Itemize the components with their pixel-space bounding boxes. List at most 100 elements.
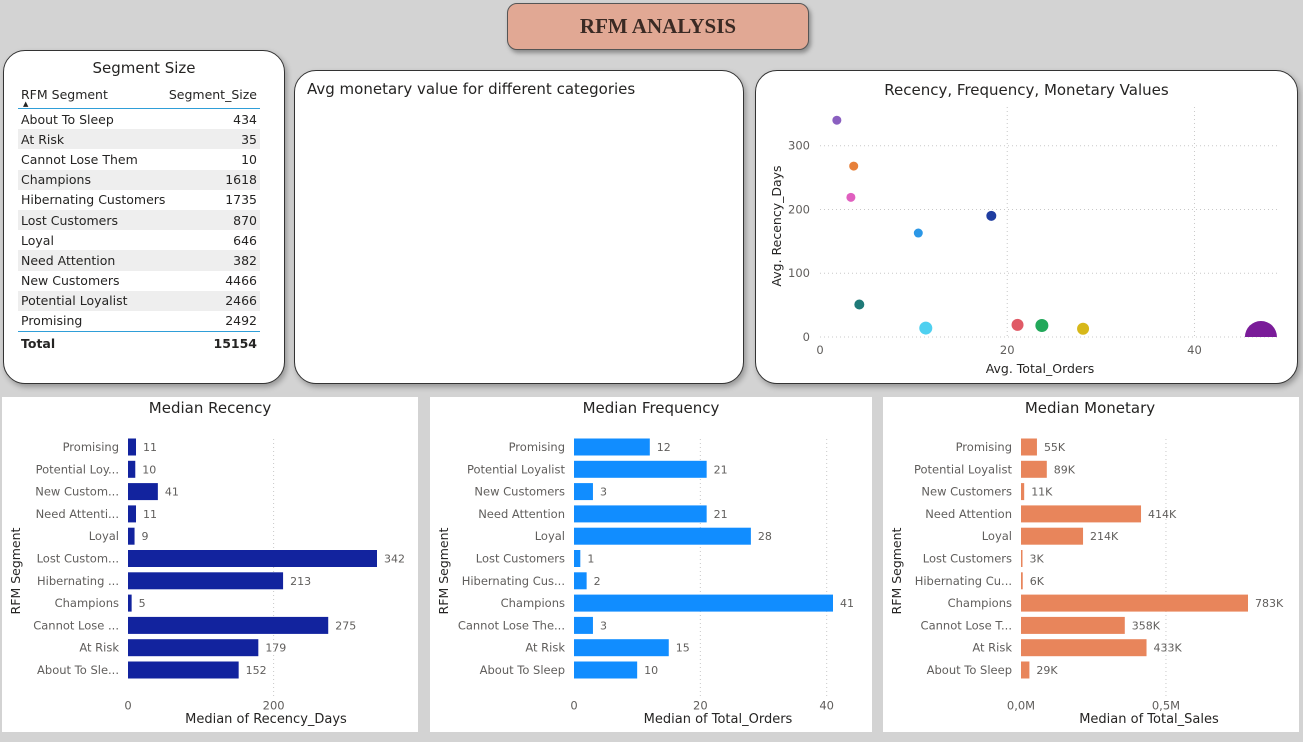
bar xyxy=(1021,527,1084,545)
scatter-point xyxy=(919,321,933,335)
scatter-chart: Recency, Frequency, Monetary Values 0 100 2… xyxy=(769,81,1280,376)
data-label: 15 xyxy=(676,642,690,655)
category-label: Loyal xyxy=(982,529,1012,543)
bar xyxy=(128,438,137,456)
category-label: At Risk xyxy=(79,641,119,655)
bar xyxy=(128,460,136,478)
scatter-point xyxy=(846,192,856,202)
bar xyxy=(1021,616,1125,634)
chart-title: Median Frequency xyxy=(583,399,720,417)
table-row[interactable]: At Risk 35 xyxy=(18,129,260,150)
scatter-point xyxy=(832,115,842,125)
category-label: Loyal xyxy=(89,529,119,543)
data-label: 10 xyxy=(644,664,658,677)
category-label: Potential Loyalist xyxy=(914,462,1013,476)
category-label: Hibernating Cu... xyxy=(915,574,1012,588)
table-row[interactable]: Lost Customers 870 xyxy=(18,209,260,231)
y-tick-label: 300 xyxy=(788,139,810,153)
bar xyxy=(574,460,707,478)
category-label: Hibernating ... xyxy=(37,574,119,588)
bar xyxy=(1021,505,1142,523)
bar xyxy=(574,594,833,612)
segment-size-cell: 1735 xyxy=(225,192,257,208)
bar xyxy=(1021,639,1147,657)
table-row[interactable]: Potential Loyalist 2466 xyxy=(18,290,260,311)
data-label: 342 xyxy=(384,553,405,566)
data-label: 6K xyxy=(1030,575,1045,588)
scatter-card: Recency, Frequency, Monetary Values 0 100 2… xyxy=(755,70,1298,384)
x-tick-label: 0,5M xyxy=(1152,698,1180,712)
bar xyxy=(1021,661,1030,679)
data-label: 12 xyxy=(657,441,671,454)
segment-name-cell: About To Sleep xyxy=(21,111,114,127)
recency-bar-chart: Median Recency Promising 11 Potential Loy..… xyxy=(8,399,405,727)
table-row[interactable]: Champions 1618 xyxy=(18,169,260,190)
bar xyxy=(128,505,137,523)
bar xyxy=(128,661,239,679)
category-label: At Risk xyxy=(972,641,1012,655)
table-row[interactable]: Promising 2492 xyxy=(18,311,260,331)
y-tick-label: 200 xyxy=(788,202,810,216)
data-label: 41 xyxy=(840,597,854,610)
table-row[interactable]: Cannot Lose Them 10 xyxy=(18,149,260,169)
scatter-point xyxy=(1035,319,1049,333)
bar xyxy=(1021,460,1047,478)
segment-size-cell: 1618 xyxy=(225,172,257,188)
data-label: 41 xyxy=(165,486,179,499)
data-label: 55K xyxy=(1044,441,1066,454)
segment-name-cell: Potential Loyalist xyxy=(21,293,128,309)
chart-title: Median Recency xyxy=(149,399,272,417)
bar xyxy=(1021,438,1037,456)
avg-monetary-title: Avg monetary value for different categor… xyxy=(307,80,636,98)
category-label: About To Sle... xyxy=(37,663,119,677)
bar xyxy=(128,639,259,657)
monetary-bar-chart: Median Monetary Promising 55K Potential Loy… xyxy=(889,399,1284,727)
x-tick-label: 200 xyxy=(263,698,285,712)
scatter-point xyxy=(1077,322,1090,335)
y-axis-label: RFM Segment xyxy=(8,527,23,614)
segment-name-cell: New Customers xyxy=(21,273,120,289)
category-label: Cannot Lose T... xyxy=(921,618,1012,632)
table-row[interactable]: Need Attention 382 xyxy=(18,250,260,271)
bar xyxy=(574,572,587,590)
column-header-size[interactable]: Segment_Size xyxy=(168,87,257,102)
bar xyxy=(574,616,593,634)
data-label: 414K xyxy=(1148,508,1177,521)
category-label: Lost Customers xyxy=(923,552,1012,566)
column-header-segment[interactable]: RFM Segment xyxy=(21,87,108,102)
segment-size-cell: 646 xyxy=(233,232,257,248)
scatter-point xyxy=(986,210,997,221)
category-label: Need Attention xyxy=(478,507,565,521)
category-label: New Customers xyxy=(474,485,565,499)
table-row[interactable]: New Customers 4466 xyxy=(18,271,260,291)
table-row[interactable]: Hibernating Customers 1735 xyxy=(18,190,260,210)
table-body: About To Sleep 434 At Risk 35 Cannot Lose Th… xyxy=(18,109,260,331)
segment-name-cell: At Risk xyxy=(21,131,65,147)
data-label: 152 xyxy=(246,664,267,677)
category-label: Cannot Lose The... xyxy=(458,618,565,632)
y-axis-label: RFM Segment xyxy=(889,527,904,614)
table-header: RFM Segment Segment_Size ▲ xyxy=(18,81,260,109)
segment-name-cell: Lost Customers xyxy=(21,212,119,228)
sort-ascending-icon: ▲ xyxy=(23,100,29,108)
x-tick-label: 20 xyxy=(693,698,708,712)
category-label: Need Attention xyxy=(925,507,1012,521)
data-label: 11K xyxy=(1031,486,1053,499)
scatter-point xyxy=(849,161,859,171)
segment-name-cell: Promising xyxy=(21,313,83,329)
segment-size-cell: 2492 xyxy=(225,313,257,329)
scatter-points xyxy=(832,115,1277,337)
segment-name-cell: Hibernating Customers xyxy=(21,192,166,208)
segment-size-cell: 35 xyxy=(241,131,257,147)
x-tick-label: 20 xyxy=(1000,343,1015,357)
table-row[interactable]: Loyal 646 xyxy=(18,230,260,250)
category-label: Champions xyxy=(948,596,1012,610)
segment-size-card: Segment Size RFM Segment Segment_Size ▲ … xyxy=(3,50,285,384)
category-label: At Risk xyxy=(525,641,565,655)
segment-size-cell: 10 xyxy=(241,151,257,167)
bar xyxy=(128,616,329,634)
table-row[interactable]: About To Sleep 434 xyxy=(18,109,260,129)
scatter-point xyxy=(1011,318,1024,331)
category-label: Lost Customers xyxy=(476,552,565,566)
segment-name-cell: Need Attention xyxy=(21,252,116,268)
